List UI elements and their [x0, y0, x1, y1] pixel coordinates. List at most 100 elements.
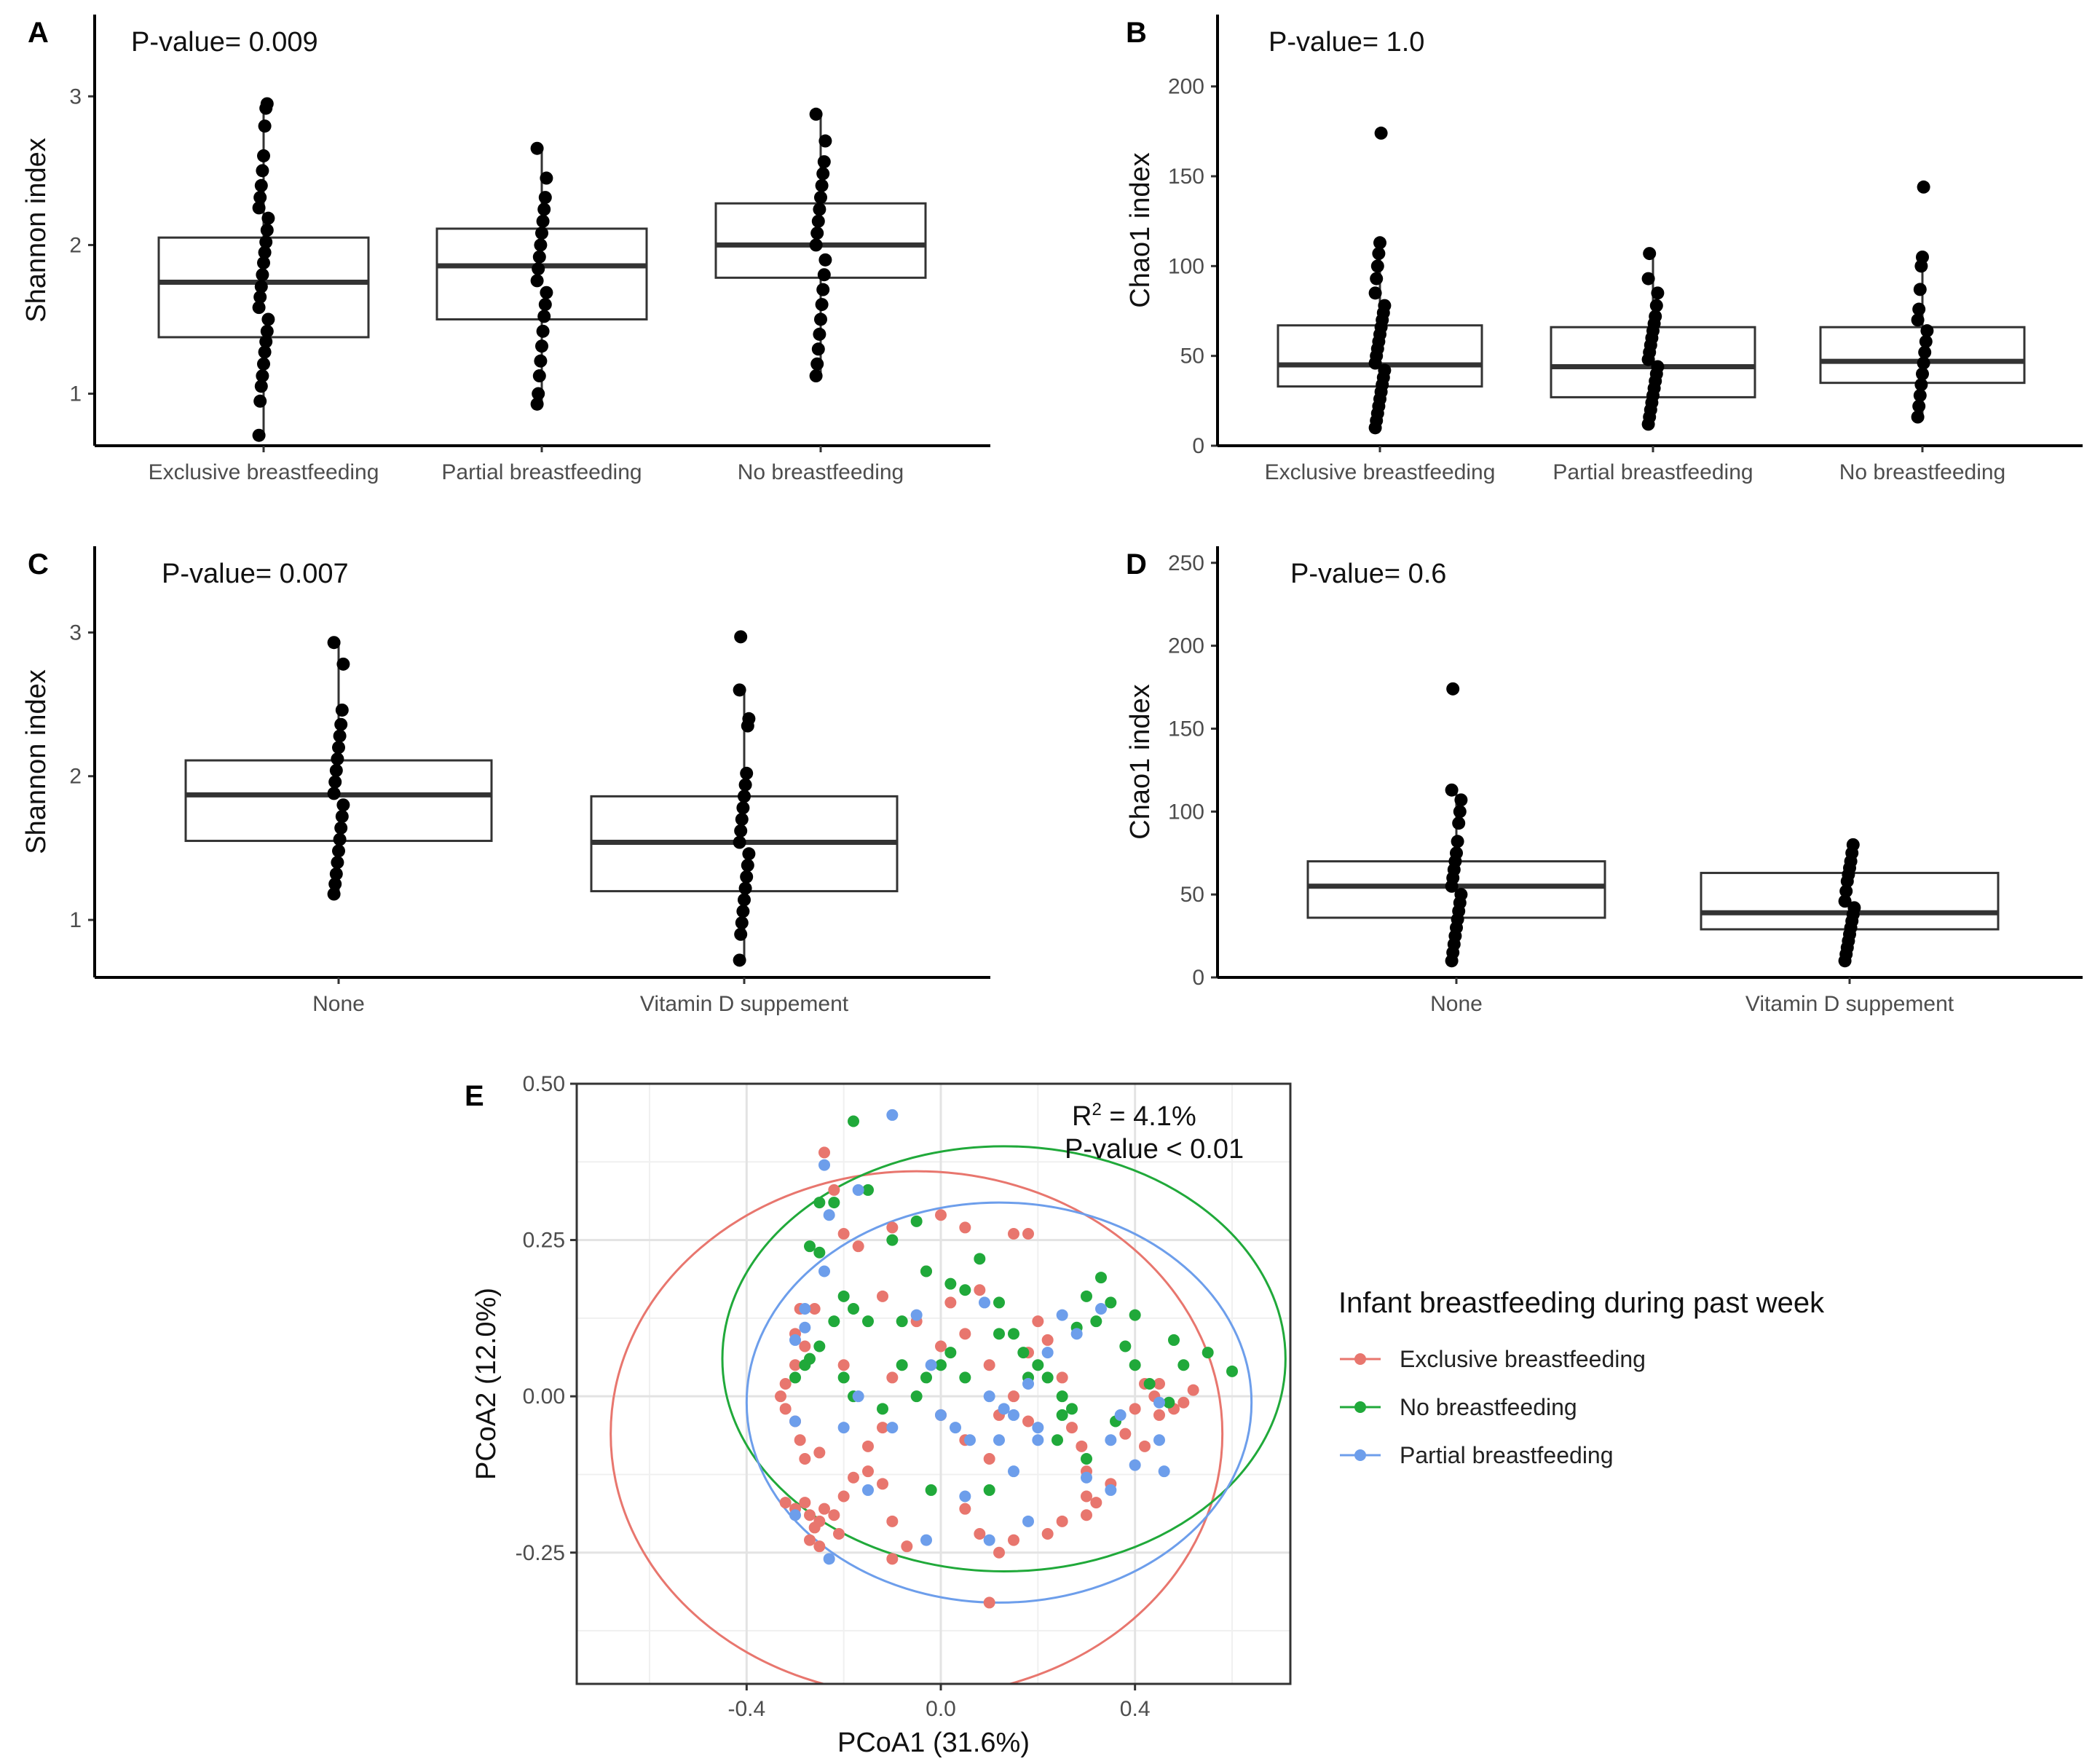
data-point [334, 717, 348, 731]
scatter-point [877, 1403, 888, 1415]
scatter-point [848, 1471, 859, 1484]
scatter-point [1081, 1471, 1092, 1484]
scatter-point [886, 1553, 899, 1565]
data-point [813, 202, 826, 216]
data-point [540, 286, 553, 299]
data-point [332, 844, 345, 858]
scatter-point [920, 1265, 932, 1277]
y-tick-label: 1 [69, 908, 82, 932]
scatter-point [1022, 1515, 1034, 1527]
data-point [1912, 302, 1926, 316]
scatter-point [1022, 1415, 1034, 1428]
y-axis-label: Shannon index [21, 669, 52, 854]
scatter-point [1143, 1378, 1156, 1390]
scatter-point [974, 1284, 986, 1296]
scatter-point [862, 1440, 874, 1452]
scatter-point [1008, 1328, 1019, 1340]
data-point [1446, 682, 1460, 696]
x-tick-label: None [1430, 992, 1483, 1016]
data-point [253, 394, 267, 408]
scatter-point [983, 1484, 995, 1496]
data-point [1912, 399, 1926, 413]
y-axis-label: Shannon index [21, 138, 52, 323]
scatter-point [1095, 1272, 1107, 1284]
data-point [260, 224, 274, 237]
scatter-point [862, 1484, 874, 1496]
data-point [733, 835, 746, 849]
scatter-point [974, 1253, 986, 1265]
scatter-point [877, 1478, 888, 1490]
data-point [733, 953, 746, 967]
data-point [333, 729, 347, 743]
scatter-point [862, 1184, 874, 1196]
data-point [335, 809, 349, 823]
scatter-point [1105, 1434, 1117, 1446]
scatter-point [1066, 1422, 1078, 1434]
data-point [735, 916, 749, 930]
scatter-point [789, 1509, 801, 1521]
data-point [335, 703, 349, 717]
scatter-point [799, 1340, 811, 1352]
scatter-point [886, 1234, 899, 1246]
scatter-point [1177, 1359, 1190, 1371]
data-point [816, 167, 830, 181]
scatter-point [1066, 1403, 1078, 1415]
scatter-point [983, 1390, 995, 1403]
scatter-point [925, 1484, 937, 1496]
data-point [327, 636, 341, 650]
scatter-point [779, 1378, 792, 1390]
data-point [258, 119, 272, 133]
scatter-point [1076, 1440, 1088, 1452]
y-tick-label: 0.25 [523, 1229, 565, 1253]
y-tick-label: 150 [1168, 165, 1204, 189]
scatter-point [886, 1371, 899, 1384]
scatter-point [1041, 1334, 1054, 1346]
p-value-annotation: P-value= 0.009 [131, 27, 318, 58]
scatter-point [813, 1446, 826, 1459]
x-tick-label: Exclusive breastfeeding [1265, 460, 1496, 484]
y-axis-label: Chao1 index [1125, 684, 1156, 839]
data-point [741, 859, 754, 873]
data-point [253, 290, 267, 304]
scatter-point [1056, 1371, 1068, 1384]
data-point [740, 766, 754, 780]
scatter-point [1081, 1453, 1092, 1465]
data-point [534, 238, 548, 252]
legend-title: Infant breastfeeding during past week [1338, 1287, 1825, 1319]
scatter-point [935, 1340, 947, 1352]
data-point [810, 357, 824, 371]
data-point [254, 178, 268, 192]
data-point [1370, 259, 1384, 273]
data-point [1911, 410, 1925, 424]
data-point [252, 428, 266, 442]
data-point [260, 324, 274, 338]
scatter-point [983, 1596, 995, 1609]
scatter-point [823, 1553, 835, 1565]
scatter-point [1095, 1303, 1107, 1315]
data-point [256, 268, 269, 282]
scatter-point [983, 1453, 995, 1465]
data-point [532, 369, 546, 383]
scatter-point [1081, 1509, 1092, 1521]
data-point [336, 657, 350, 671]
scatter-point [1008, 1465, 1019, 1478]
scatter-point [1187, 1384, 1199, 1396]
scatter-point [925, 1359, 937, 1371]
scatter-point [828, 1197, 840, 1209]
scatter-point [837, 1359, 850, 1371]
scatter-point [1129, 1309, 1141, 1321]
scatter-point [1070, 1328, 1083, 1340]
scatter-point [804, 1509, 816, 1521]
y-tick-label: 0.50 [523, 1072, 565, 1096]
data-point [331, 856, 344, 870]
scatter-point [1226, 1365, 1238, 1377]
data-point [1838, 894, 1852, 908]
r-squared-sup: 2 [1092, 1100, 1101, 1119]
scatter-point [799, 1303, 811, 1315]
data-point [809, 369, 823, 383]
x-tick-label: -0.4 [727, 1697, 765, 1721]
scatter-point [1090, 1315, 1102, 1328]
r-squared-value: = 4.1% [1102, 1101, 1196, 1132]
data-point [742, 847, 756, 861]
scatter-point [818, 1265, 830, 1277]
